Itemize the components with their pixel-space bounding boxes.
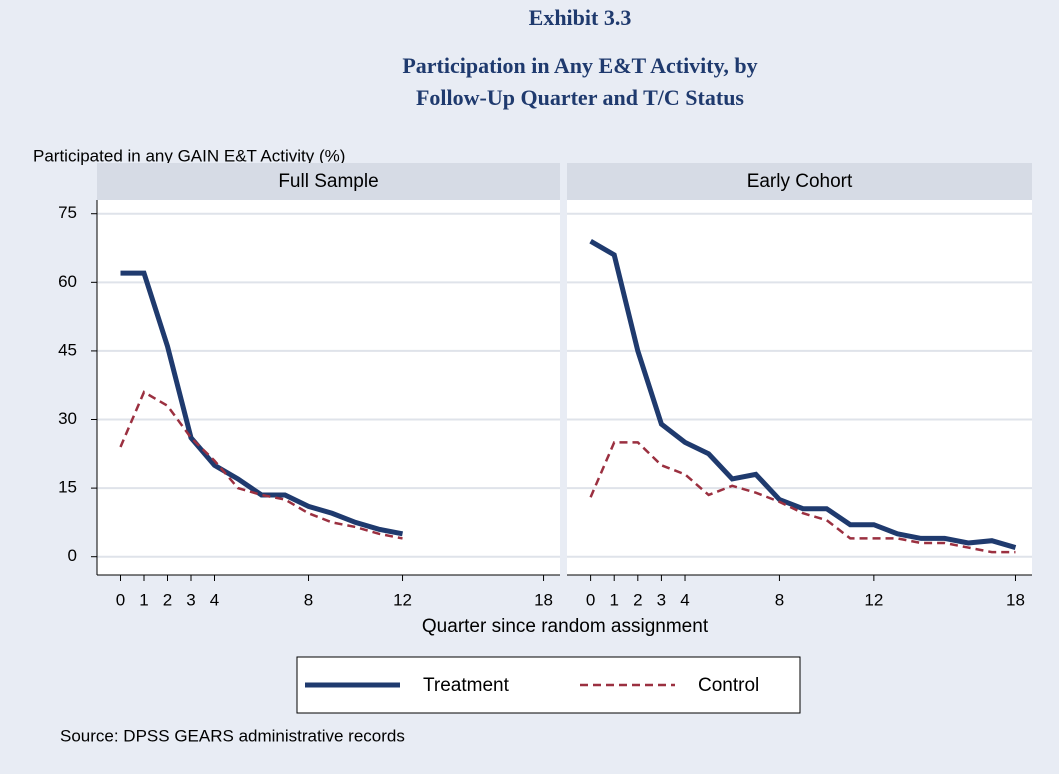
subtitle: Follow-Up Quarter and T/C Status <box>416 85 744 110</box>
x-tick-label: 4 <box>680 590 689 609</box>
x-tick-label: 4 <box>210 590 219 609</box>
y-tick-label: 75 <box>58 203 77 222</box>
x-axis-label: Quarter since random assignment <box>422 616 709 637</box>
y-tick-label: 0 <box>68 546 77 565</box>
series-line <box>589 441 1016 554</box>
x-tick-label: 18 <box>534 590 553 609</box>
x-tick-label: 2 <box>163 590 172 609</box>
x-tick-label: 12 <box>864 590 883 609</box>
x-tick-label: 3 <box>657 590 666 609</box>
x-tick-label: 8 <box>775 590 784 609</box>
x-tick-label: 0 <box>116 590 125 609</box>
series-line <box>589 238 1017 550</box>
x-tick-label: 8 <box>304 590 313 609</box>
y-axis-label: Participated in any GAIN E&T Activity (%… <box>33 146 345 165</box>
panel-title: Full Sample <box>278 171 378 192</box>
x-tick-label: 1 <box>609 590 618 609</box>
y-tick-label: 60 <box>58 272 77 291</box>
chart-title: Exhibit 3.3 <box>529 5 632 30</box>
y-tick-label: 45 <box>58 340 77 359</box>
x-tick-label: 1 <box>139 590 148 609</box>
series-line <box>120 270 404 537</box>
y-tick-label: 15 <box>58 478 77 497</box>
plot-area <box>567 200 1032 575</box>
x-tick-label: 12 <box>393 590 412 609</box>
panel-strip <box>97 163 560 200</box>
legend-label: Control <box>698 675 759 696</box>
x-tick-label: 2 <box>633 590 642 609</box>
y-tick-label: 30 <box>58 409 77 428</box>
panel-title: Early Cohort <box>747 171 853 192</box>
subtitle: Participation in Any E&T Activity, by <box>402 53 757 78</box>
x-tick-label: 0 <box>586 590 595 609</box>
legend-label: Treatment <box>423 675 510 696</box>
panel-strip <box>567 163 1032 200</box>
x-tick-label: 3 <box>186 590 195 609</box>
plot-area <box>97 200 560 575</box>
source-note: Source: DPSS GEARS administrative record… <box>60 726 405 745</box>
x-tick-label: 18 <box>1006 590 1025 609</box>
